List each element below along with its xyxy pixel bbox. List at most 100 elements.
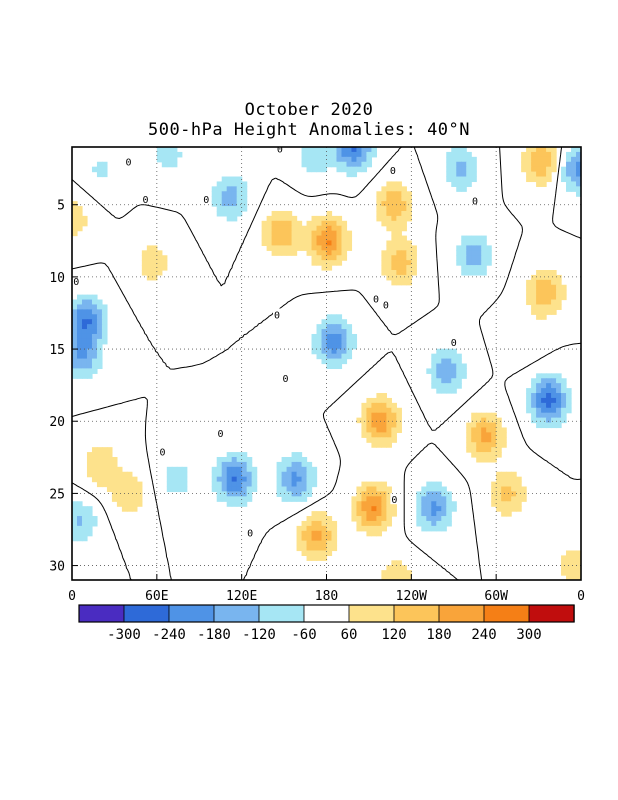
anomaly-cell bbox=[72, 314, 78, 320]
anomaly-cell bbox=[531, 397, 537, 404]
anomaly-cell bbox=[226, 452, 233, 458]
anomaly-cell bbox=[86, 452, 93, 458]
anomaly-cell bbox=[101, 324, 108, 330]
anomaly-cell bbox=[441, 506, 447, 512]
anomaly-cell bbox=[471, 447, 477, 453]
anomaly-cell bbox=[386, 432, 392, 438]
anomaly-cell bbox=[371, 407, 377, 414]
anomaly-cell bbox=[266, 235, 273, 242]
anomaly-cell bbox=[421, 491, 427, 497]
anomaly-cell bbox=[461, 250, 467, 256]
anomaly-cell bbox=[436, 348, 442, 355]
anomaly-cell bbox=[546, 397, 552, 404]
anomaly-cell bbox=[361, 525, 368, 532]
anomaly-cell bbox=[301, 235, 308, 242]
anomaly-cell bbox=[346, 338, 353, 345]
anomaly-cell bbox=[376, 437, 382, 443]
anomaly-cell bbox=[486, 432, 492, 438]
anomaly-cell bbox=[341, 353, 348, 360]
anomaly-cell bbox=[86, 520, 93, 527]
anomaly-cell bbox=[221, 491, 228, 497]
anomaly-cell bbox=[401, 235, 407, 242]
anomaly-cell bbox=[481, 452, 487, 458]
anomaly-cell bbox=[341, 338, 348, 345]
anomaly-cell bbox=[531, 402, 537, 409]
anomaly-cell bbox=[326, 319, 333, 325]
anomaly-cell bbox=[326, 530, 333, 537]
anomaly-cell bbox=[221, 210, 228, 217]
anomaly-cell bbox=[471, 235, 477, 242]
contour-label: 0 bbox=[203, 195, 209, 206]
anomaly-cell bbox=[106, 481, 113, 488]
colorbar-label: 240 bbox=[471, 627, 496, 643]
anomaly-cell bbox=[266, 230, 273, 237]
anomaly-cell bbox=[366, 481, 373, 488]
anomaly-cell bbox=[391, 570, 397, 576]
anomaly-cell bbox=[391, 575, 397, 580]
anomaly-cell bbox=[271, 250, 278, 256]
anomaly-cell bbox=[331, 530, 338, 537]
anomaly-cell bbox=[316, 343, 323, 350]
anomaly-cell bbox=[151, 245, 158, 251]
anomaly-cell bbox=[231, 210, 238, 217]
anomaly-cell bbox=[281, 491, 288, 497]
anomaly-cell bbox=[76, 324, 83, 330]
anomaly-cell bbox=[391, 215, 397, 222]
anomaly-cell bbox=[476, 422, 482, 429]
anomaly-cell bbox=[481, 235, 487, 242]
anomaly-cell bbox=[496, 422, 502, 429]
anomaly-cell bbox=[101, 329, 108, 335]
anomaly-cell bbox=[266, 240, 273, 247]
anomaly-cell bbox=[366, 511, 373, 517]
anomaly-cell bbox=[226, 186, 233, 192]
anomaly-cell bbox=[321, 516, 328, 522]
colorbar-swatch bbox=[393, 604, 440, 623]
anomaly-cell bbox=[72, 501, 78, 507]
anomaly-cell bbox=[316, 235, 323, 242]
anomaly-cell bbox=[326, 147, 333, 153]
anomaly-cell bbox=[551, 274, 557, 281]
anomaly-cell bbox=[301, 550, 308, 556]
anomaly-cell bbox=[446, 161, 452, 168]
anomaly-cell bbox=[461, 166, 467, 173]
anomaly-cell bbox=[361, 491, 368, 497]
anomaly-cell bbox=[86, 525, 93, 532]
anomaly-cell bbox=[486, 447, 492, 453]
anomaly-cell bbox=[231, 206, 238, 212]
anomaly-cell bbox=[291, 220, 298, 227]
anomaly-cell bbox=[396, 279, 402, 286]
anomaly-cell bbox=[286, 250, 293, 256]
anomaly-cell bbox=[496, 496, 502, 502]
anomaly-cell bbox=[91, 456, 98, 463]
anomaly-cell bbox=[556, 373, 562, 379]
anomaly-cell bbox=[321, 525, 328, 532]
anomaly-cell bbox=[466, 240, 472, 247]
anomaly-cell bbox=[381, 255, 387, 261]
anomaly-cell bbox=[386, 516, 392, 522]
anomaly-cell bbox=[471, 265, 477, 271]
colorbar-label: -60 bbox=[291, 627, 316, 643]
anomaly-cell bbox=[576, 555, 581, 561]
anomaly-cell bbox=[151, 255, 158, 261]
anomaly-cell bbox=[386, 496, 392, 502]
anomaly-cell bbox=[391, 412, 397, 419]
anomaly-cell bbox=[406, 240, 412, 247]
anomaly-cell bbox=[226, 191, 233, 197]
anomaly-cell bbox=[321, 358, 328, 365]
anomaly-cell bbox=[496, 427, 502, 433]
anomaly-cell bbox=[321, 265, 328, 271]
anomaly-cell bbox=[136, 501, 143, 507]
anomaly-cell bbox=[531, 294, 537, 301]
anomaly-cell bbox=[456, 250, 462, 256]
anomaly-cell bbox=[96, 358, 103, 365]
anomaly-cell bbox=[396, 260, 402, 266]
anomaly-cell bbox=[91, 309, 98, 315]
anomaly-cell bbox=[241, 196, 248, 202]
anomaly-cell bbox=[316, 151, 323, 158]
anomaly-cell bbox=[306, 461, 313, 468]
anomaly-cell bbox=[331, 161, 338, 168]
anomaly-cell bbox=[436, 481, 442, 488]
anomaly-cell bbox=[501, 506, 507, 512]
anomaly-cell bbox=[371, 432, 377, 438]
